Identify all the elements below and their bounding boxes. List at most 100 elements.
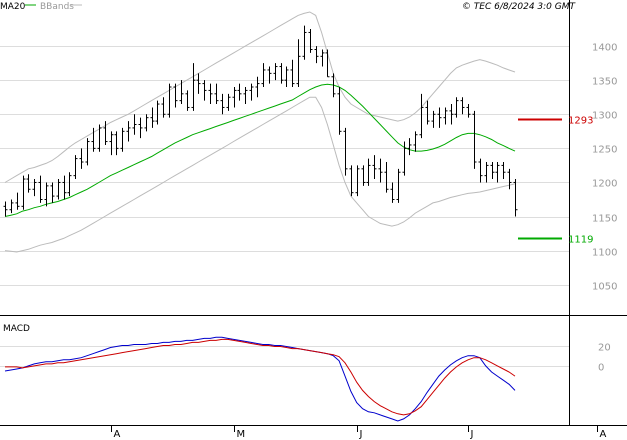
ohlc-bar xyxy=(179,80,184,105)
ohlc-bar xyxy=(79,148,84,169)
ohlc-bar xyxy=(443,107,448,125)
ohlc-bars xyxy=(3,25,518,217)
ohlc-bar xyxy=(308,29,313,53)
bband-lower xyxy=(4,96,516,253)
ohlc-bar xyxy=(97,124,102,152)
ohlc-bar xyxy=(226,93,231,111)
price-y-tick-label: 1300 xyxy=(592,111,617,122)
ohlc-bar xyxy=(114,131,119,156)
signal-line xyxy=(5,338,516,416)
ohlc-bar xyxy=(320,49,325,67)
bband-upper xyxy=(4,11,516,183)
ohlc-bar xyxy=(255,76,260,98)
ohlc-bar xyxy=(103,121,108,145)
bollinger-bands xyxy=(4,11,516,253)
x-tick-label: A xyxy=(114,429,121,440)
ohlc-bar xyxy=(454,97,459,118)
ohlc-bar xyxy=(232,87,237,108)
support-resistance-levels: 1293 1119 xyxy=(518,116,593,246)
ohlc-bar xyxy=(425,100,430,125)
ohlc-bar xyxy=(472,110,477,169)
ohlc-bar xyxy=(378,158,383,183)
ohlc-bar xyxy=(460,97,465,115)
macd-panel-label: MACD xyxy=(3,324,30,334)
ohlc-bar xyxy=(390,182,395,203)
x-tick-label: J xyxy=(359,429,363,440)
ohlc-bar xyxy=(38,175,43,203)
ohlc-bar xyxy=(167,83,172,118)
ohlc-bar xyxy=(161,97,166,118)
price-gridlines xyxy=(0,46,569,286)
ohlc-bar xyxy=(267,66,272,84)
copyright-text: © TEC 6/8/2024 3:0 GMT xyxy=(462,2,577,12)
ohlc-bar xyxy=(173,83,178,108)
legend-ma20: MA20 xyxy=(0,2,26,12)
ohlc-bar xyxy=(67,172,72,197)
x-tick-label: M xyxy=(237,429,246,440)
legend-bbands: BBands xyxy=(40,2,74,12)
ohlc-bar xyxy=(349,165,354,197)
ohlc-bar xyxy=(155,100,160,125)
ohlc-bar xyxy=(237,83,242,101)
price-y-tick-label: 1250 xyxy=(592,145,617,156)
ohlc-bar xyxy=(214,83,219,105)
ohlc-bar xyxy=(109,131,114,156)
ohlc-bar xyxy=(144,114,149,132)
ohlc-bar xyxy=(243,87,248,105)
x-tick-label: A xyxy=(600,429,607,440)
ohlc-bar xyxy=(249,83,254,101)
ohlc-bar xyxy=(138,117,143,139)
ohlc-bar xyxy=(366,158,371,186)
ohlc-bar xyxy=(3,201,8,217)
ohlc-bar xyxy=(384,162,389,193)
price-y-axis: 1050 1100 1150 1200 1250 1300 1350 1400 xyxy=(592,43,617,293)
macd-lines xyxy=(4,336,516,422)
ohlc-bar xyxy=(407,138,412,156)
ohlc-bar xyxy=(419,93,424,139)
ohlc-bar xyxy=(331,73,336,98)
ohlc-bar xyxy=(372,155,377,180)
price-y-tick-label: 1350 xyxy=(592,77,617,88)
price-y-tick-label: 1150 xyxy=(592,214,617,225)
ohlc-bar xyxy=(73,155,78,180)
ma20-path xyxy=(4,83,516,217)
ohlc-bar xyxy=(449,104,454,125)
macd-y-axis: 20 0 xyxy=(598,343,611,374)
ohlc-bar xyxy=(91,127,96,152)
price-y-tick-label: 1050 xyxy=(592,282,617,293)
ohlc-bar xyxy=(302,25,307,60)
ohlc-bar xyxy=(220,93,225,115)
ohlc-bar xyxy=(32,179,37,197)
ohlc-bar xyxy=(202,80,207,101)
ohlc-bar xyxy=(431,110,436,128)
ohlc-bar xyxy=(132,114,137,135)
ohlc-bar xyxy=(261,63,266,87)
ohlc-bar xyxy=(9,199,14,214)
support-label: 1119 xyxy=(568,235,593,246)
resistance-label: 1293 xyxy=(568,116,593,127)
ma20-line xyxy=(4,83,516,217)
ohlc-bar xyxy=(343,127,348,176)
price-y-tick-label: 1200 xyxy=(592,179,617,190)
ohlc-bar xyxy=(290,59,295,87)
ohlc-bar xyxy=(196,73,201,94)
ohlc-bar xyxy=(191,63,196,111)
ohlc-bar xyxy=(325,49,330,78)
price-y-tick-label: 1400 xyxy=(592,43,617,54)
ohlc-bar xyxy=(279,63,284,84)
ohlc-bar xyxy=(337,87,342,135)
ohlc-bar xyxy=(507,168,512,190)
ohlc-bar xyxy=(402,141,407,176)
x-tick-label: J xyxy=(470,429,474,440)
ohlc-bar xyxy=(26,174,31,193)
ohlc-bar xyxy=(185,90,190,111)
ohlc-bar xyxy=(15,192,20,210)
ohlc-bar xyxy=(437,107,442,128)
ohlc-bar xyxy=(396,168,401,203)
ohlc-bar xyxy=(478,158,483,183)
ohlc-bar xyxy=(50,182,55,203)
ohlc-bar xyxy=(466,104,471,118)
ohlc-bar xyxy=(284,66,289,87)
